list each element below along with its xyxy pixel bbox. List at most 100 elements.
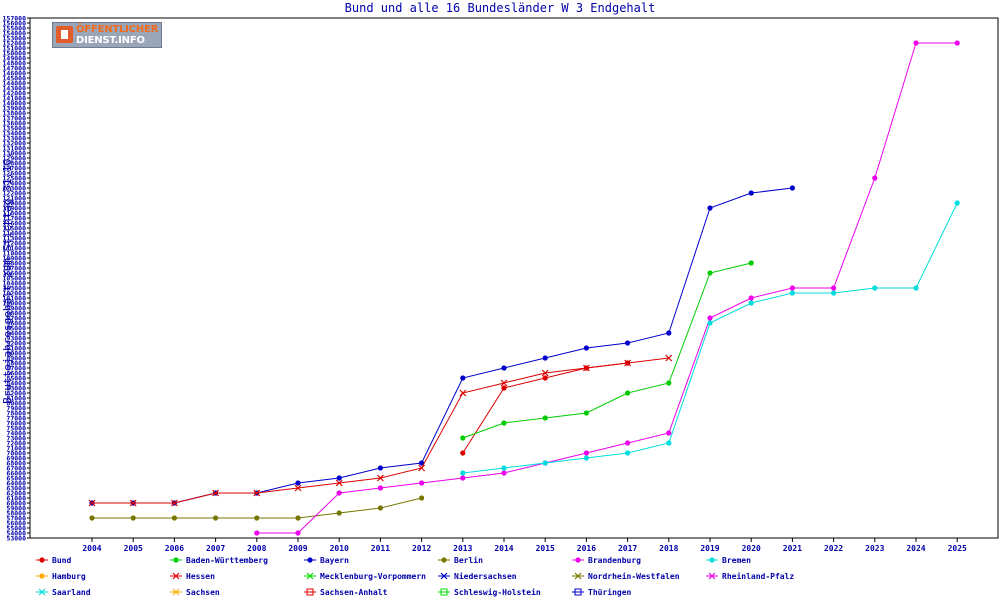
series-line xyxy=(462,202,958,474)
data-point xyxy=(666,330,672,336)
data-point xyxy=(666,440,672,446)
x-tick-label: 2022 xyxy=(824,544,843,553)
y-tick-label: 124000 xyxy=(3,180,27,188)
y-tick-label: 149000 xyxy=(3,55,27,63)
data-point xyxy=(707,320,713,326)
y-tick-label: 100000 xyxy=(3,300,27,308)
data-point xyxy=(748,190,754,196)
series-line xyxy=(92,497,422,519)
data-point xyxy=(376,474,384,482)
x-tick-label: 2005 xyxy=(124,544,143,553)
logo-text-line1: ÖFFENTLICHER xyxy=(76,24,159,35)
y-tick-label: 84000 xyxy=(6,380,26,388)
y-tick-label: 129000 xyxy=(3,155,27,163)
x-tick-label: 2012 xyxy=(412,544,431,553)
data-point xyxy=(583,345,590,351)
y-tick-label: 55000 xyxy=(6,525,26,533)
x-tick-label: 2024 xyxy=(906,544,925,553)
data-point xyxy=(459,389,467,397)
data-point xyxy=(583,450,590,456)
y-tick-label: 134000 xyxy=(3,130,27,138)
data-point xyxy=(666,380,672,386)
y-tick-label: 79000 xyxy=(6,405,26,413)
y-tick-label: 107000 xyxy=(3,265,27,273)
y-tick-label: 137000 xyxy=(3,115,27,123)
y-tick-label: 155000 xyxy=(3,25,27,33)
data-point xyxy=(460,375,466,381)
y-tick-label: 120000 xyxy=(3,200,27,208)
y-tick-label: 112000 xyxy=(3,240,27,248)
data-point xyxy=(170,499,178,507)
x-tick-label: 2025 xyxy=(948,544,967,553)
y-tick-label: 87000 xyxy=(6,365,26,373)
y-tick-label: 75000 xyxy=(6,425,26,433)
legend-label: Sachsen xyxy=(186,588,220,597)
y-tick-label: 145000 xyxy=(3,75,27,83)
x-tick-label: 2015 xyxy=(536,544,555,553)
y-tick-label: 60000 xyxy=(6,500,26,508)
data-point xyxy=(624,359,632,367)
y-tick-label: 73000 xyxy=(6,435,26,443)
y-tick-label: 152000 xyxy=(3,40,27,48)
y-tick-label: 117000 xyxy=(3,215,27,223)
series-line xyxy=(462,262,752,439)
data-point xyxy=(501,470,507,476)
data-point xyxy=(625,390,631,396)
data-point xyxy=(872,285,878,291)
x-tick-label: 2018 xyxy=(659,544,678,553)
y-tick-label: 104000 xyxy=(3,280,27,288)
x-tick-label: 2023 xyxy=(865,544,884,553)
y-tick-label: 118000 xyxy=(3,210,27,218)
data-point xyxy=(419,480,425,486)
y-tick-label: 127000 xyxy=(3,165,27,173)
x-tick-label: 2011 xyxy=(371,544,390,553)
data-point xyxy=(377,485,383,491)
y-tick-label: 68000 xyxy=(6,460,26,468)
x-tick-label: 2007 xyxy=(206,544,225,553)
y-tick-label: 57000 xyxy=(6,515,26,523)
legend-label: Bremen xyxy=(722,556,751,565)
y-tick-label: 128000 xyxy=(3,160,27,168)
legend-label: Niedersachsen xyxy=(454,571,517,581)
data-point xyxy=(501,420,507,426)
y-tick-label: 88000 xyxy=(6,360,26,368)
data-point xyxy=(582,364,590,372)
data-point xyxy=(295,515,301,521)
y-tick-label: 82000 xyxy=(6,390,26,398)
x-tick-label: 2009 xyxy=(288,544,307,553)
y-axis-label: Bruttojahresgehalt zum Stichtag 31.10. xyxy=(1,152,14,404)
y-tick-label: 92000 xyxy=(6,340,26,348)
data-point xyxy=(336,510,342,516)
x-tick-label: 2019 xyxy=(700,544,719,553)
data-point xyxy=(212,489,220,497)
y-tick-label: 64000 xyxy=(6,480,26,488)
x-tick-label: 2016 xyxy=(577,544,596,553)
data-point xyxy=(748,295,754,301)
y-tick-label: 123000 xyxy=(3,185,27,193)
data-point xyxy=(707,205,713,211)
y-tick-label: 113000 xyxy=(3,235,27,243)
data-point xyxy=(789,290,796,296)
chart-title: Bund und alle 16 Bundesländer W 3 Endgeh… xyxy=(345,1,656,15)
legend-label: Thüringen xyxy=(588,587,632,597)
y-tick-label: 86000 xyxy=(6,370,26,378)
y-tick-label: 81000 xyxy=(6,395,26,403)
x-tick-label: 2010 xyxy=(330,544,349,553)
data-point xyxy=(748,300,754,306)
legend-label: Baden-Württemberg xyxy=(186,556,268,565)
data-point xyxy=(789,185,796,191)
data-point xyxy=(665,354,673,362)
y-tick-label: 56000 xyxy=(6,520,26,528)
data-point xyxy=(831,285,837,291)
data-point xyxy=(625,450,631,456)
y-tick-label: 142000 xyxy=(3,90,27,98)
data-point xyxy=(709,557,715,563)
y-tick-label: 72000 xyxy=(6,440,26,448)
data-point xyxy=(89,515,95,521)
y-tick-label: 147000 xyxy=(3,65,27,73)
y-tick-label: 148000 xyxy=(3,60,27,68)
data-point xyxy=(254,530,260,536)
data-point xyxy=(789,285,796,291)
legend-label: Bayern xyxy=(320,556,349,565)
data-point xyxy=(307,557,313,563)
